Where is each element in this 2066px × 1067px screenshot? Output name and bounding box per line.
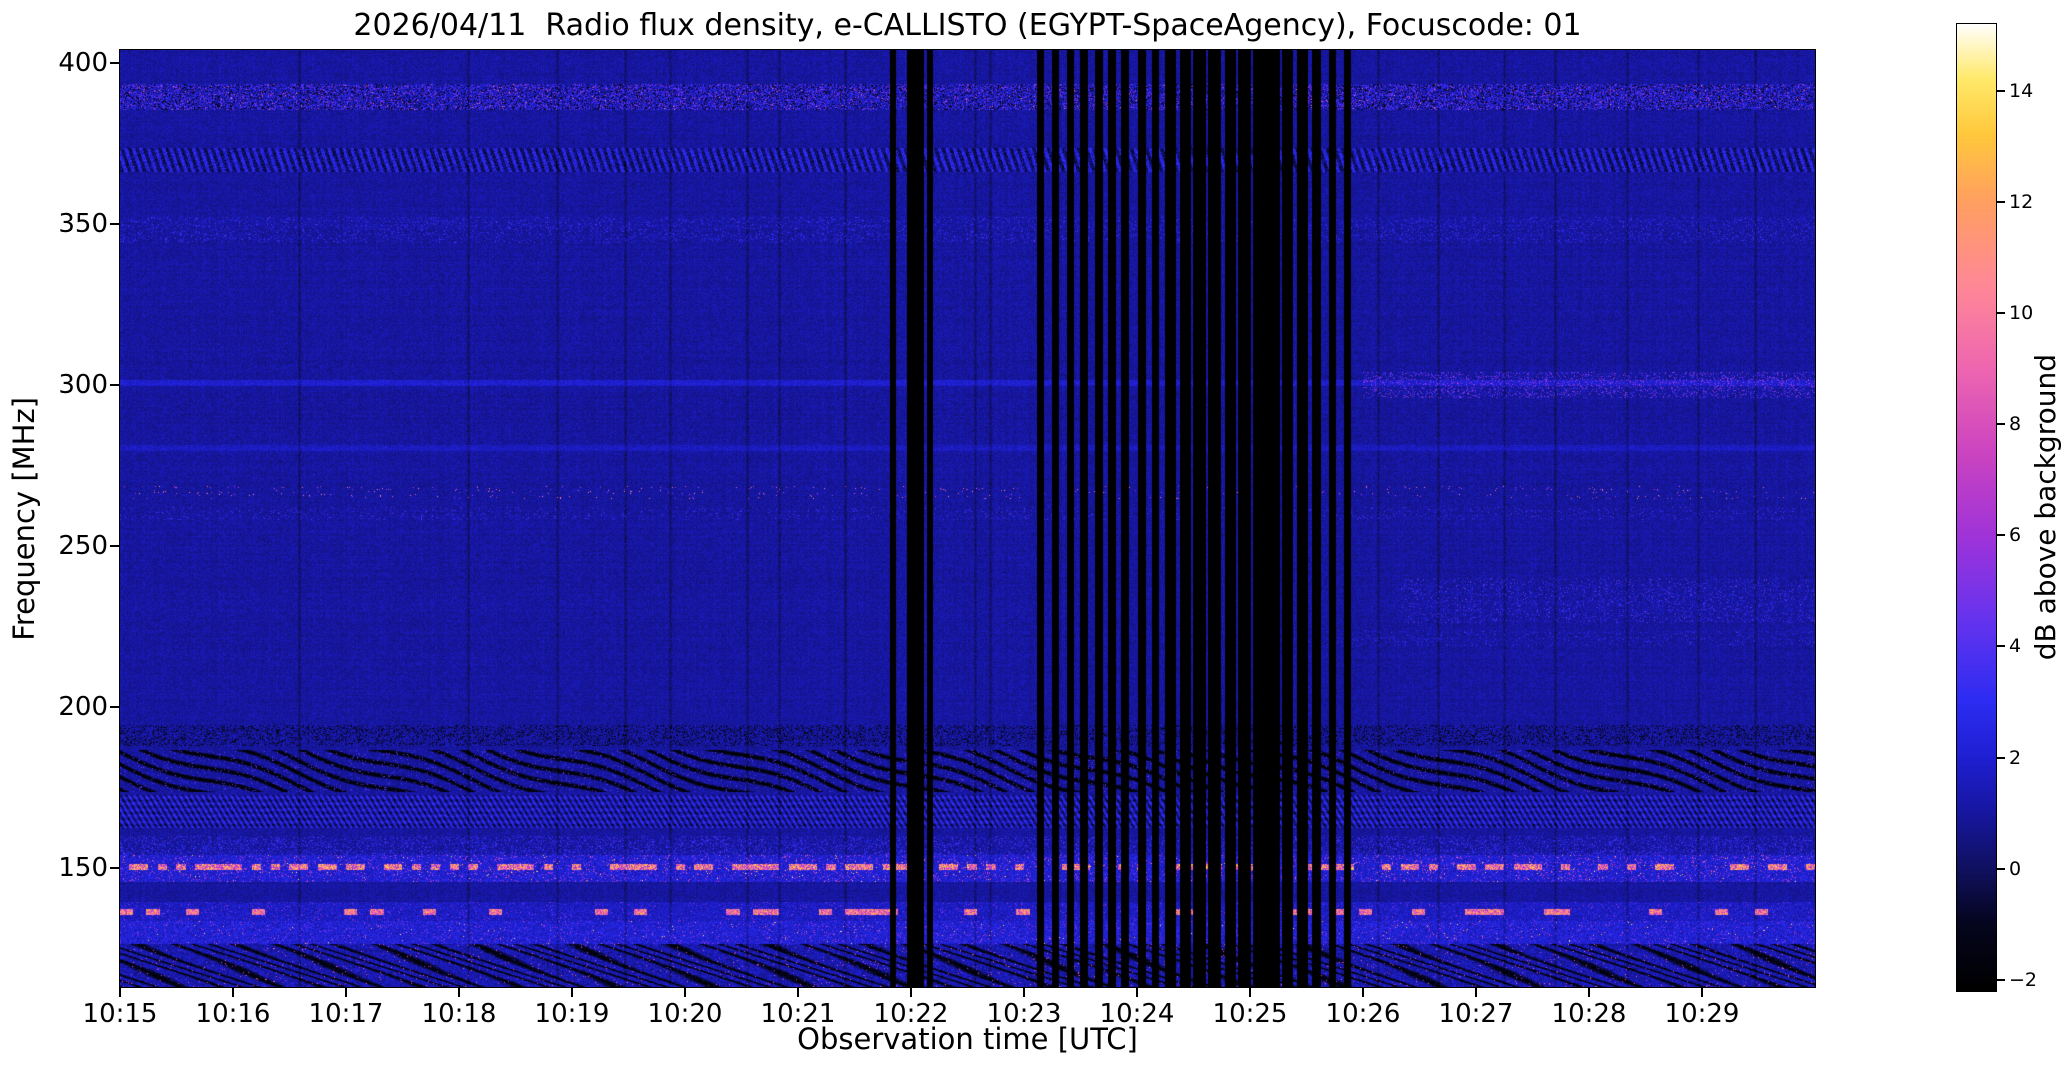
x-tick-mark <box>1701 988 1703 997</box>
x-tick-mark <box>1362 988 1364 997</box>
x-tick-label: 10:16 <box>195 999 271 1029</box>
colorbar-tick-label: −2 <box>2009 968 2038 991</box>
y-tick-mark <box>110 866 119 869</box>
spectrogram-heatmap <box>120 50 1815 987</box>
x-tick-label: 10:15 <box>82 999 158 1029</box>
colorbar-tick-label: 12 <box>2009 190 2034 213</box>
colorbar-tick-label: 0 <box>2009 857 2022 880</box>
x-tick-label: 10:24 <box>1099 999 1175 1029</box>
x-tick-label: 10:18 <box>421 999 497 1029</box>
x-tick-mark <box>571 988 573 997</box>
x-tick-mark <box>1475 988 1477 997</box>
x-tick-mark <box>684 988 686 997</box>
x-tick-label: 10:21 <box>760 999 836 1029</box>
colorbar-tick-mark <box>1997 534 2005 537</box>
colorbar-tick-mark <box>1997 645 2005 648</box>
y-tick-label: 150 <box>58 852 108 883</box>
y-tick-label: 300 <box>58 369 108 400</box>
colorbar-tick-label: 6 <box>2009 524 2022 547</box>
colorbar-tick-mark <box>1997 756 2005 759</box>
y-tick-mark <box>110 383 119 386</box>
y-tick-mark <box>110 61 119 64</box>
x-tick-mark <box>232 988 234 997</box>
y-tick-label: 400 <box>58 47 108 78</box>
x-tick-mark <box>797 988 799 997</box>
x-tick-label: 10:28 <box>1551 999 1627 1029</box>
colorbar-tick-mark <box>1997 311 2005 314</box>
x-tick-label: 10:20 <box>647 999 723 1029</box>
y-tick-label: 350 <box>58 208 108 239</box>
plot-area <box>119 49 1816 988</box>
x-tick-label: 10:17 <box>308 999 384 1029</box>
x-tick-mark <box>910 988 912 997</box>
x-tick-mark <box>458 988 460 997</box>
x-tick-label: 10:29 <box>1664 999 1740 1029</box>
x-axis-label: Observation time [UTC] <box>797 1022 1138 1056</box>
colorbar-label: dB above background <box>2028 354 2062 661</box>
y-axis-label: Frequency [MHz] <box>7 396 41 641</box>
colorbar-tick-label: 2 <box>2009 746 2022 769</box>
colorbar-tick-mark <box>1997 867 2005 870</box>
colorbar <box>1956 23 1997 992</box>
y-tick-mark <box>110 705 119 708</box>
colorbar-gradient <box>1957 24 1996 991</box>
x-tick-label: 10:22 <box>873 999 949 1029</box>
x-tick-mark <box>119 988 121 997</box>
x-tick-label: 10:27 <box>1438 999 1514 1029</box>
x-tick-label: 10:25 <box>1212 999 1288 1029</box>
x-tick-label: 10:23 <box>986 999 1062 1029</box>
colorbar-tick-mark <box>1997 200 2005 203</box>
x-tick-mark <box>1136 988 1138 997</box>
x-tick-mark <box>1588 988 1590 997</box>
x-tick-label: 10:19 <box>534 999 610 1029</box>
x-tick-mark <box>1023 988 1025 997</box>
colorbar-tick-label: 4 <box>2009 635 2022 658</box>
x-tick-mark <box>1249 988 1251 997</box>
y-axis-label-container: Frequency [MHz] <box>6 50 42 987</box>
colorbar-tick-label: 10 <box>2009 301 2034 324</box>
y-tick-mark <box>110 544 119 547</box>
colorbar-tick-mark <box>1997 89 2005 92</box>
y-tick-label: 250 <box>58 530 108 561</box>
x-tick-mark <box>345 988 347 997</box>
colorbar-tick-mark <box>1997 978 2005 981</box>
x-tick-label: 10:26 <box>1325 999 1401 1029</box>
colorbar-tick-label: 8 <box>2009 413 2022 436</box>
y-tick-label: 200 <box>58 691 108 722</box>
colorbar-label-container: dB above background <box>2026 24 2064 991</box>
colorbar-tick-label: 14 <box>2009 79 2034 102</box>
chart-title: 2026/04/11 Radio flux density, e-CALLIST… <box>353 8 1582 43</box>
colorbar-tick-mark <box>1997 423 2005 426</box>
y-tick-mark <box>110 222 119 225</box>
